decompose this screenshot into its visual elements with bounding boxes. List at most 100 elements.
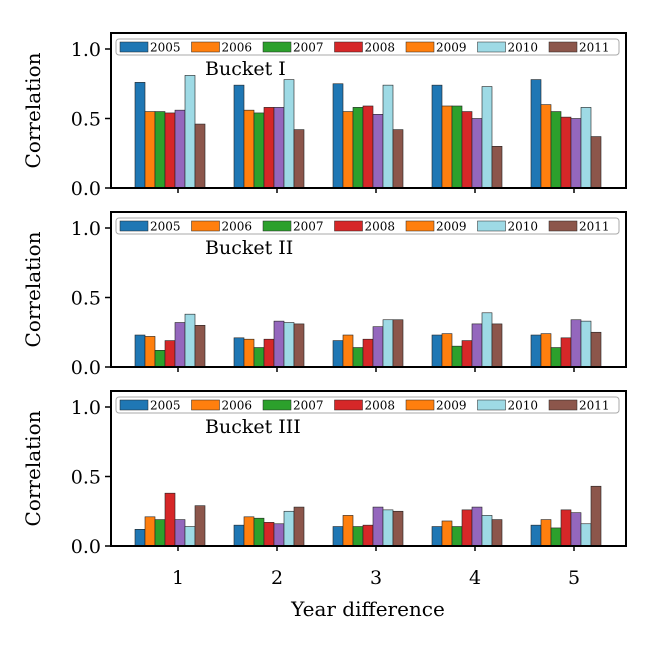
legend-swatch-2007	[262, 220, 292, 232]
panel-3: 0.0 0.5 1.0 Correlation 2005 2006 2007 2008 2009…	[21, 390, 627, 558]
legend-label-2006: 2006	[222, 220, 253, 234]
bar-p3-2008-3	[362, 524, 374, 547]
bar-p3-2011-4	[491, 519, 503, 547]
legend-label-2011: 2011	[579, 399, 610, 413]
legend-swatch-2006	[191, 220, 220, 232]
bar-p2-2010-3	[382, 319, 394, 368]
x-tick-label: 4	[469, 567, 481, 589]
y-tick-label: 1.0	[71, 39, 101, 61]
legend-swatch-2007	[262, 41, 292, 53]
bar-p3-2008-5	[560, 509, 572, 547]
bar-p2-2007-4	[451, 345, 463, 368]
bar-p2-2008-1	[164, 340, 176, 368]
bar-p3-2007-4	[451, 526, 463, 547]
legend-label-2010: 2010	[508, 220, 539, 234]
legend-label-2009: 2009	[436, 399, 467, 413]
bar-p3-2006-2	[243, 516, 255, 547]
y-tick-label: 0.0	[71, 357, 101, 379]
panel-frame	[110, 32, 627, 189]
bar-p1-2011-1	[194, 123, 206, 189]
bar-p2-2006-2	[243, 338, 255, 368]
bar-p2-2005-5	[530, 334, 542, 368]
bar-p3-2009-4	[471, 506, 483, 547]
bar-p2-2011-2	[293, 323, 305, 368]
bar-p3-2005-2	[233, 524, 245, 547]
y-axis-title: Correlation	[21, 52, 45, 168]
bar-p2-2007-1	[154, 350, 166, 368]
legend-swatch-2009	[405, 399, 435, 411]
x-tick-label: 5	[568, 567, 580, 589]
legend-label-2005: 2005	[150, 399, 181, 413]
bar-p2-2008-3	[362, 338, 374, 368]
bar-p1-2009-4	[471, 118, 483, 189]
bar-p1-2008-5	[560, 116, 572, 189]
legend-label-2006: 2006	[222, 41, 253, 55]
bucket-label: Bucket I	[205, 58, 286, 80]
bar-p1-2010-3	[382, 84, 394, 189]
legend-swatch-2007	[262, 399, 292, 411]
bar-p1-2011-5	[590, 136, 602, 189]
bar-p1-2006-2	[243, 109, 255, 189]
legend-label-2008: 2008	[365, 399, 396, 413]
bar-p3-2007-1	[154, 519, 166, 547]
y-tick-label: 0.5	[71, 288, 101, 310]
panel-frame	[110, 390, 627, 547]
legend-swatch-2008	[334, 41, 363, 53]
y-tick-label: 1.0	[71, 397, 101, 419]
x-tick-labels: 1 2 3 4 5	[172, 567, 580, 589]
bar-p2-2010-4	[481, 312, 493, 368]
bar-p3-2011-3	[392, 510, 404, 547]
bar-p1-2011-3	[392, 129, 404, 189]
bar-p2-2011-5	[590, 331, 602, 368]
bar-p3-2006-5	[540, 519, 552, 547]
y-tick-label: 1.0	[71, 218, 101, 240]
bar-p2-2007-3	[352, 347, 364, 368]
bar-p3-2010-2	[283, 510, 295, 547]
bar-p3-2010-5	[580, 523, 592, 547]
chart-panels: 0.0 0.5 1.0 Correlation 2005 2006 2007 2008 2009…	[21, 32, 627, 558]
bar-p3-2006-3	[342, 515, 354, 547]
legend-label-2008: 2008	[365, 41, 396, 55]
legend-swatch-2006	[191, 41, 220, 53]
legend-label-2011: 2011	[579, 41, 610, 55]
legend: 2005 2006 2007 2008 2009 2010 2011	[115, 217, 620, 235]
bar-p2-2009-1	[174, 322, 186, 368]
legend-swatch-2010	[477, 220, 506, 232]
legend-label-2010: 2010	[508, 41, 539, 55]
bar-p3-2007-3	[352, 526, 364, 547]
legend: 2005 2006 2007 2008 2009 2010 2011	[115, 396, 620, 414]
x-tick-label: 2	[271, 567, 283, 589]
legend-label-2005: 2005	[150, 220, 181, 234]
bar-p1-2006-4	[441, 105, 453, 189]
y-tick-label: 0.5	[71, 467, 101, 489]
bar-p2-2007-5	[550, 347, 562, 368]
legend-label-2007: 2007	[293, 399, 324, 413]
bar-p1-2005-2	[233, 84, 245, 189]
bar-p3-2010-1	[184, 526, 196, 547]
bar-p1-2008-3	[362, 105, 374, 189]
legend-label-2009: 2009	[436, 41, 467, 55]
bar-p2-2005-2	[233, 337, 245, 368]
bar-p3-2005-5	[530, 524, 542, 547]
bar-p2-2009-4	[471, 323, 483, 368]
bar-p3-2009-2	[273, 523, 285, 547]
bar-p3-2008-1	[164, 492, 176, 547]
bar-p3-2006-1	[144, 516, 156, 547]
bar-p1-2005-3	[332, 83, 344, 189]
bar-p2-2010-5	[580, 320, 592, 368]
bar-p3-2009-3	[372, 506, 384, 547]
y-axis-title: Correlation	[21, 410, 45, 526]
bar-p3-2005-3	[332, 526, 344, 547]
bar-p2-2005-3	[332, 340, 344, 368]
bar-p2-2005-1	[134, 334, 146, 368]
bar-p3-2009-1	[174, 519, 186, 547]
y-tick-label: 0.5	[71, 109, 101, 131]
bar-p1-2009-3	[372, 114, 384, 189]
legend-swatch-2005	[119, 41, 149, 53]
legend-swatch-2009	[405, 41, 435, 53]
legend-swatch-2006	[191, 399, 220, 411]
y-axis-title: Correlation	[21, 231, 45, 347]
bar-p3-2011-1	[194, 505, 206, 547]
legend-swatch-2011	[548, 399, 578, 411]
panel-1: 0.0 0.5 1.0 Correlation 2005 2006 2007 2008 2009…	[21, 32, 627, 200]
